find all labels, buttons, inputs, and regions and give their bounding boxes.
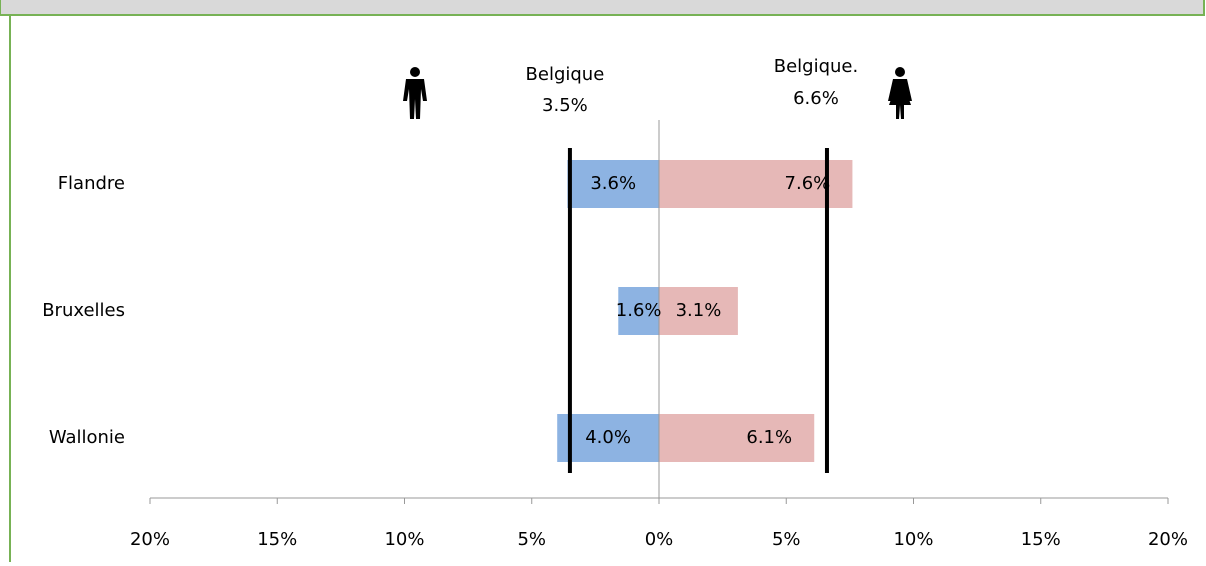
reference-value-label: 6.6% — [793, 88, 839, 109]
x-tick-label: 20% — [1148, 529, 1188, 550]
data-label: 7.6% — [785, 173, 831, 194]
category-label: Flandre — [58, 173, 125, 194]
bar — [659, 287, 738, 335]
x-tick-label: 0% — [645, 529, 674, 550]
x-tick-label: 20% — [130, 529, 170, 550]
bar — [659, 160, 853, 208]
x-tick-label: 5% — [517, 529, 546, 550]
x-tick-label: 15% — [257, 529, 297, 550]
woman-icon — [888, 67, 912, 119]
x-tick-label: 10% — [893, 529, 933, 550]
data-label: 3.1% — [676, 300, 722, 321]
bar — [567, 160, 659, 208]
category-label: Wallonie — [49, 427, 125, 448]
bar — [618, 287, 659, 335]
man-icon — [403, 67, 427, 119]
bar — [557, 414, 659, 462]
reference-value-label: 3.5% — [542, 95, 588, 116]
data-label: 1.6% — [616, 300, 662, 321]
x-tick-label: 15% — [1021, 529, 1061, 550]
bar — [659, 414, 815, 462]
x-tick-label: 5% — [772, 529, 801, 550]
data-label: 6.1% — [746, 427, 792, 448]
category-label: Bruxelles — [42, 300, 125, 321]
reference-label: Belgique. — [774, 56, 858, 77]
x-tick-label: 10% — [384, 529, 424, 550]
data-label: 4.0% — [585, 427, 631, 448]
header-bar — [0, 0, 1205, 16]
reference-label: Belgique — [526, 64, 605, 85]
data-label: 3.6% — [590, 173, 636, 194]
